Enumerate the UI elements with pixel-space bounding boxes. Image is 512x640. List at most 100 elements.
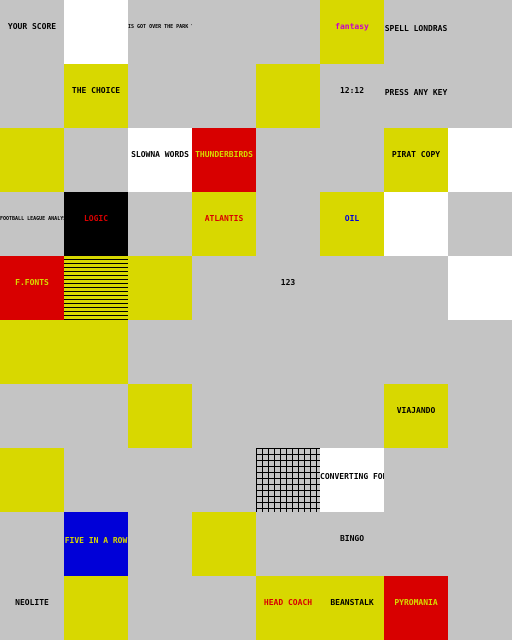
thumbnail-tile bbox=[128, 64, 192, 128]
tile-title: OIL bbox=[344, 214, 360, 223]
thumbnail-tile bbox=[448, 64, 512, 128]
thumbnail-tile: OIL bbox=[320, 192, 384, 256]
thumbnail-tile: 12:12 bbox=[320, 64, 384, 128]
thumbnail-tile: ATLANTIS bbox=[192, 192, 256, 256]
tile-title: SPELL LONDRAS bbox=[384, 24, 448, 33]
thumbnail-tile bbox=[256, 320, 320, 384]
thumbnail-tile bbox=[192, 576, 256, 640]
thumbnail-tile: IS GOT OVER THE PARK YET bbox=[128, 0, 192, 64]
thumbnail-tile bbox=[448, 192, 512, 256]
thumbnail-tile: PYROMANIA bbox=[384, 576, 448, 640]
thumbnail-tile bbox=[0, 128, 64, 192]
tile-title: NEOLITE bbox=[15, 598, 49, 607]
thumbnail-tile bbox=[192, 0, 256, 64]
thumbnail-tile bbox=[256, 192, 320, 256]
tile-title: IS GOT OVER THE PARK YET bbox=[128, 24, 192, 30]
tile-title: ATLANTIS bbox=[204, 214, 244, 223]
thumbnail-tile bbox=[256, 384, 320, 448]
tile-title: PRESS ANY KEY bbox=[384, 88, 448, 97]
thumbnail-tile: NEOLITE bbox=[0, 576, 64, 640]
thumbnail-tile bbox=[64, 576, 128, 640]
tile-title: PYROMANIA bbox=[394, 598, 438, 607]
thumbnail-tile bbox=[448, 384, 512, 448]
tile-title: HEAD COACH bbox=[263, 598, 313, 607]
thumbnail-tile bbox=[384, 192, 448, 256]
thumbnail-tile bbox=[320, 256, 384, 320]
thumbnail-tile bbox=[448, 0, 512, 64]
thumbnail-tile bbox=[192, 256, 256, 320]
thumbnail-tile bbox=[128, 256, 192, 320]
thumbnail-tile bbox=[128, 192, 192, 256]
thumbnail-tile bbox=[0, 512, 64, 576]
thumbnail-tile: HEAD COACH bbox=[256, 576, 320, 640]
thumbnail-tile: F.FONTS bbox=[0, 256, 64, 320]
thumbnail-tile bbox=[384, 320, 448, 384]
tile-title: YOUR SCORE bbox=[7, 22, 57, 31]
thumbnail-tile: fantasy bbox=[320, 0, 384, 64]
thumbnail-tile bbox=[64, 128, 128, 192]
thumbnail-tile bbox=[192, 320, 256, 384]
thumbnail-tile bbox=[256, 64, 320, 128]
tile-title: FIVE IN A ROW bbox=[64, 536, 128, 545]
thumbnail-tile bbox=[320, 128, 384, 192]
tile-title: 12:12 bbox=[339, 86, 365, 95]
thumbnail-tile: CONVERTING FONT bbox=[320, 448, 384, 512]
tile-title: LOGIC bbox=[83, 214, 109, 223]
thumbnail-tile bbox=[128, 512, 192, 576]
thumbnail-tile: THUNDERBIRDS bbox=[192, 128, 256, 192]
thumbnail-tile bbox=[0, 320, 64, 384]
thumbnail-tile bbox=[448, 512, 512, 576]
thumbnail-tile bbox=[64, 384, 128, 448]
thumbnail-tile bbox=[448, 576, 512, 640]
thumbnail-tile bbox=[448, 448, 512, 512]
thumbnail-tile bbox=[192, 384, 256, 448]
thumbnail-tile bbox=[448, 128, 512, 192]
thumbnail-tile bbox=[0, 64, 64, 128]
thumbnail-tile: PIRAT COPY bbox=[384, 128, 448, 192]
tile-title: F.FONTS bbox=[15, 278, 49, 287]
thumbnail-tile: LOGIC bbox=[64, 192, 128, 256]
thumbnail-tile bbox=[128, 320, 192, 384]
thumbnail-tile bbox=[192, 64, 256, 128]
thumbnail-tile bbox=[192, 512, 256, 576]
thumbnail-tile bbox=[256, 128, 320, 192]
thumbnail-tile bbox=[384, 256, 448, 320]
thumbnail-tile: 123 bbox=[256, 256, 320, 320]
tile-title: BINGO bbox=[339, 534, 365, 543]
thumbnail-tile bbox=[320, 384, 384, 448]
tile-title: THE CHOICE bbox=[71, 86, 121, 95]
thumbnail-tile bbox=[64, 256, 128, 320]
thumbnail-tile bbox=[192, 448, 256, 512]
thumbnail-tile bbox=[128, 448, 192, 512]
tile-title: fantasy bbox=[335, 22, 369, 31]
tile-title: SLOWNA WORDS bbox=[131, 150, 189, 159]
thumbnail-tile bbox=[0, 448, 64, 512]
thumbnail-tile bbox=[64, 448, 128, 512]
tile-title: THUNDERBIRDS bbox=[195, 150, 253, 159]
thumbnail-tile: YOUR SCORE bbox=[0, 0, 64, 64]
tile-title: 123 bbox=[280, 278, 296, 287]
thumbnail-tile bbox=[256, 0, 320, 64]
thumbnail-tile: SLOWNA WORDS bbox=[128, 128, 192, 192]
tile-title: VIAJANDO bbox=[396, 406, 436, 415]
thumbnail-tile: FIVE IN A ROW bbox=[64, 512, 128, 576]
tile-title: FOOTBALL LEAGUE ANALYSIS bbox=[0, 216, 64, 222]
thumbnail-tile bbox=[448, 320, 512, 384]
tile-title: BEANSTALK bbox=[330, 598, 374, 607]
thumbnail-tile: BEANSTALK bbox=[320, 576, 384, 640]
thumbnail-tile bbox=[64, 0, 128, 64]
thumbnail-tile bbox=[64, 320, 128, 384]
thumbnail-tile bbox=[448, 256, 512, 320]
thumbnail-tile bbox=[384, 448, 448, 512]
thumbnail-tile: SPELL LONDRAS bbox=[384, 0, 448, 64]
thumbnail-tile: THE CHOICE bbox=[64, 64, 128, 128]
thumbnail-tile bbox=[384, 512, 448, 576]
thumbnail-tile: PRESS ANY KEY bbox=[384, 64, 448, 128]
thumbnail-tile bbox=[256, 448, 320, 512]
thumbnail-tile bbox=[256, 512, 320, 576]
tile-title: CONVERTING FONT bbox=[320, 472, 384, 481]
thumbnail-tile bbox=[320, 320, 384, 384]
thumbnail-tile: FOOTBALL LEAGUE ANALYSIS bbox=[0, 192, 64, 256]
thumbnail-tile bbox=[128, 576, 192, 640]
